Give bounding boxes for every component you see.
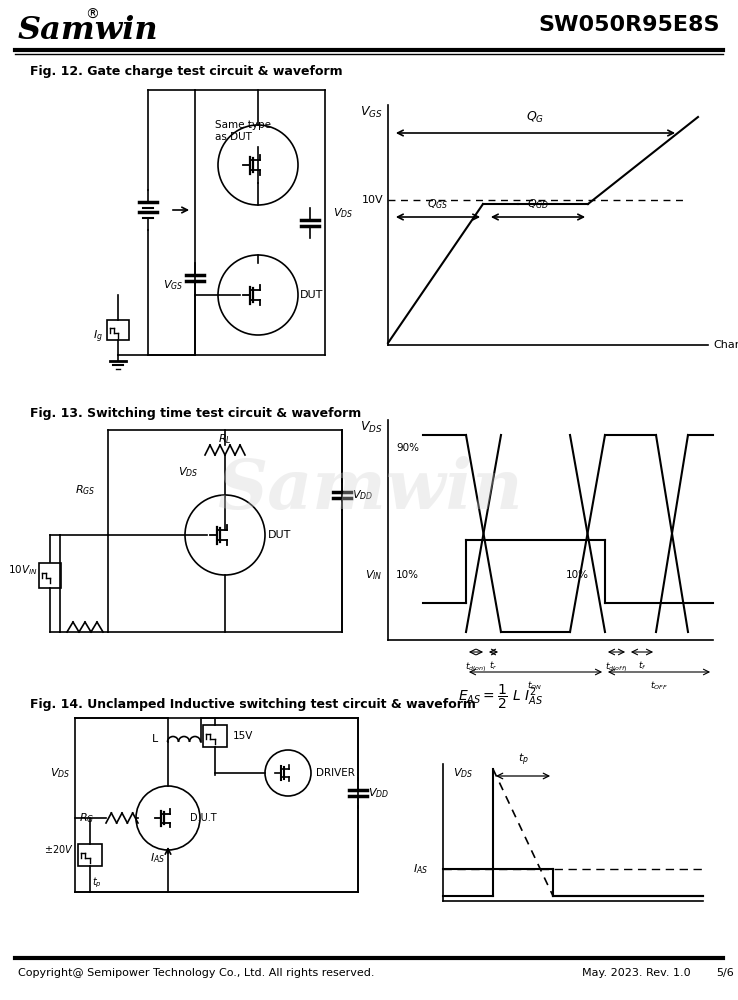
Text: DUT: DUT [268,530,292,540]
Text: $t_{d(off)}$: $t_{d(off)}$ [605,660,627,674]
Text: Same type: Same type [215,120,271,130]
Text: $Q_G$: $Q_G$ [526,110,544,125]
Text: $t_r$: $t_r$ [489,660,497,672]
Text: $t_f$: $t_f$ [638,660,646,672]
Text: $V_{GS}$: $V_{GS}$ [360,105,383,120]
Text: $Q_{GS}$: $Q_{GS}$ [427,197,449,211]
Text: Charge(nC): Charge(nC) [713,340,738,350]
Text: $t_{ON}$: $t_{ON}$ [528,680,542,692]
Text: $V_{DS}$: $V_{DS}$ [453,766,473,780]
Text: $V_{DS}$: $V_{DS}$ [178,465,199,479]
Text: Fig. 14. Unclamped Inductive switching test circuit & waveform: Fig. 14. Unclamped Inductive switching t… [30,698,476,711]
Text: DUT: DUT [300,290,323,300]
Bar [78,844,102,866]
Text: $10V_{IN}$: $10V_{IN}$ [8,563,38,577]
Text: $R_{GS}$: $R_{GS}$ [75,483,95,497]
Text: $t_{OFF}$: $t_{OFF}$ [650,680,668,692]
Text: 5/6: 5/6 [716,968,734,978]
Text: $R_G$: $R_G$ [79,811,94,825]
Text: Fig. 13. Switching time test circuit & waveform: Fig. 13. Switching time test circuit & w… [30,407,361,420]
Text: $Q_{GD}$: $Q_{GD}$ [527,197,549,211]
Text: Copyright@ Semipower Technology Co., Ltd. All rights reserved.: Copyright@ Semipower Technology Co., Ltd… [18,968,374,978]
Text: $I_{AS}$: $I_{AS}$ [150,851,165,865]
Text: $\pm 20V$: $\pm 20V$ [44,843,74,855]
Text: $V_{DD}$: $V_{DD}$ [368,786,389,800]
Text: 10V: 10V [362,195,383,205]
Text: $t_p$: $t_p$ [517,752,528,768]
Text: Samwin: Samwin [18,15,159,46]
Text: SW050R95E8S: SW050R95E8S [539,15,720,35]
Bar [107,320,129,340]
Text: Samwin: Samwin [217,456,523,524]
Text: D.U.T: D.U.T [190,813,217,823]
Text: $R_L$: $R_L$ [218,432,232,446]
Text: $I_{AS}$: $I_{AS}$ [413,862,428,876]
Text: $V_{DS}$: $V_{DS}$ [49,766,70,780]
Text: $E_{AS} = \dfrac{1}{2}\ L\ I_{AS}^2$: $E_{AS} = \dfrac{1}{2}\ L\ I_{AS}^2$ [458,683,543,711]
Text: $V_{DS}$: $V_{DS}$ [360,420,383,435]
Text: 10%: 10% [566,570,589,580]
Text: DRIVER: DRIVER [316,768,355,778]
Text: $V_{GS}$: $V_{GS}$ [163,278,183,292]
Text: $I_g$: $I_g$ [93,329,103,345]
Text: 15V: 15V [233,731,253,741]
Text: $V_{DD}$: $V_{DD}$ [352,488,373,502]
Text: $V_{DS}$: $V_{DS}$ [333,206,354,220]
Bar [203,725,227,747]
Text: $t_{d(on)}$: $t_{d(on)}$ [465,660,487,674]
Text: $V_{IN}$: $V_{IN}$ [365,568,383,582]
Bar [39,563,61,588]
Text: ®: ® [85,8,99,22]
Text: $t_p$: $t_p$ [92,876,102,890]
Text: 10%: 10% [396,570,419,580]
Text: as DUT: as DUT [215,132,252,142]
Text: L: L [152,734,158,744]
Text: Fig. 12. Gate charge test circuit & waveform: Fig. 12. Gate charge test circuit & wave… [30,65,342,78]
Text: May. 2023. Rev. 1.0: May. 2023. Rev. 1.0 [582,968,691,978]
Text: 90%: 90% [396,443,419,453]
